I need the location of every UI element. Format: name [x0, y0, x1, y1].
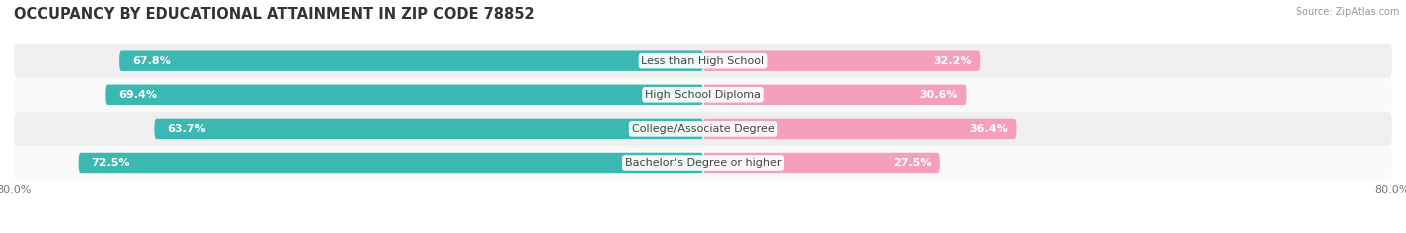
- Text: Less than High School: Less than High School: [641, 56, 765, 66]
- Text: 63.7%: 63.7%: [167, 124, 205, 134]
- Text: 32.2%: 32.2%: [934, 56, 972, 66]
- Text: College/Associate Degree: College/Associate Degree: [631, 124, 775, 134]
- Text: 30.6%: 30.6%: [920, 90, 957, 100]
- FancyBboxPatch shape: [105, 85, 703, 105]
- Legend: Owner-occupied, Renter-occupied: Owner-occupied, Renter-occupied: [591, 230, 815, 233]
- FancyBboxPatch shape: [703, 51, 980, 71]
- FancyBboxPatch shape: [703, 119, 1017, 139]
- Text: OCCUPANCY BY EDUCATIONAL ATTAINMENT IN ZIP CODE 78852: OCCUPANCY BY EDUCATIONAL ATTAINMENT IN Z…: [14, 7, 534, 22]
- Text: 36.4%: 36.4%: [969, 124, 1008, 134]
- Text: 69.4%: 69.4%: [118, 90, 157, 100]
- FancyBboxPatch shape: [703, 153, 939, 173]
- Text: 67.8%: 67.8%: [132, 56, 170, 66]
- FancyBboxPatch shape: [14, 44, 1392, 78]
- FancyBboxPatch shape: [14, 146, 1392, 180]
- FancyBboxPatch shape: [703, 85, 966, 105]
- FancyBboxPatch shape: [120, 51, 703, 71]
- FancyBboxPatch shape: [155, 119, 703, 139]
- Text: Bachelor's Degree or higher: Bachelor's Degree or higher: [624, 158, 782, 168]
- Text: Source: ZipAtlas.com: Source: ZipAtlas.com: [1295, 7, 1399, 17]
- FancyBboxPatch shape: [14, 112, 1392, 146]
- FancyBboxPatch shape: [14, 78, 1392, 112]
- FancyBboxPatch shape: [79, 153, 703, 173]
- Text: 72.5%: 72.5%: [91, 158, 131, 168]
- Text: High School Diploma: High School Diploma: [645, 90, 761, 100]
- Text: 27.5%: 27.5%: [893, 158, 931, 168]
